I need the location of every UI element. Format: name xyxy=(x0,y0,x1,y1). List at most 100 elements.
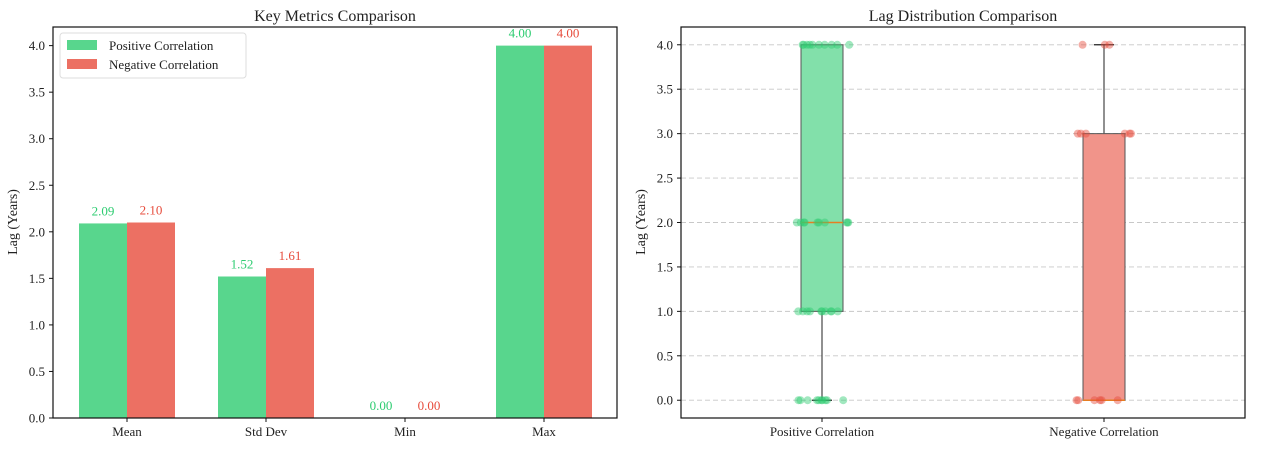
chart-title: Lag Distribution Comparison xyxy=(869,8,1057,25)
y-ticks: 0.0 0.5 1.0 1.5 2.0 2.5 3.0 3.5 4.0 xyxy=(29,38,53,426)
data-point xyxy=(1105,40,1114,49)
data-point xyxy=(1100,40,1109,49)
bar xyxy=(127,222,175,418)
data-point xyxy=(821,307,830,316)
data-point xyxy=(839,396,848,405)
data-point xyxy=(817,307,826,316)
data-point xyxy=(842,218,851,227)
data-point xyxy=(792,218,801,227)
data-point xyxy=(844,218,853,227)
data-point xyxy=(1072,396,1081,405)
data-point xyxy=(817,396,826,405)
legend-label-positive: Positive Correlation xyxy=(109,38,214,53)
y-ticks: 0.0 0.5 1.0 1.5 2.0 2.5 3.0 3.5 4.0 xyxy=(657,37,681,408)
bar-value-label: 1.52 xyxy=(231,256,254,271)
data-point xyxy=(833,40,842,49)
data-point xyxy=(827,307,836,316)
data-point xyxy=(1097,396,1106,405)
y-tick-label: 0.5 xyxy=(29,364,45,379)
data-point xyxy=(1120,129,1129,138)
x-tick-label: Negative Correlation xyxy=(1049,424,1159,439)
data-point xyxy=(1095,396,1104,405)
bar-value-label: 4.00 xyxy=(509,26,532,41)
y-tick-label: 1.5 xyxy=(657,259,673,274)
legend-swatch-negative xyxy=(67,59,97,69)
data-point xyxy=(833,307,842,316)
data-point xyxy=(814,218,823,227)
y-tick-label: 2.5 xyxy=(29,178,45,193)
data-point xyxy=(817,307,826,316)
y-tick-label: 1.0 xyxy=(657,304,673,319)
bar-chart-key-metrics: Key Metrics Comparison Lag (Years) 2.09 1… xyxy=(6,8,618,439)
data-point xyxy=(1073,129,1082,138)
y-tick-label: 3.0 xyxy=(657,126,673,141)
y-tick-label: 4.0 xyxy=(657,37,673,52)
data-point xyxy=(813,218,822,227)
legend-label-negative: Negative Correlation xyxy=(109,57,219,72)
x-ticks: Positive Correlation Negative Correlation xyxy=(770,418,1159,439)
x-ticks: Mean Std Dev Min Max xyxy=(112,418,556,439)
legend: Positive Correlation Negative Correlatio… xyxy=(59,32,247,79)
box-plot-lag-distribution: Lag Distribution Comparison Lag (Years) … xyxy=(634,8,1246,439)
bar xyxy=(266,268,314,418)
y-tick-label: 0.0 xyxy=(29,411,45,426)
data-point xyxy=(798,307,807,316)
gridlines xyxy=(681,44,1245,401)
bars-group xyxy=(79,45,592,418)
bar-value-label: 2.10 xyxy=(140,203,163,218)
data-point xyxy=(845,40,854,49)
y-tick-label: 1.5 xyxy=(29,271,45,286)
x-tick-label: Max xyxy=(532,424,556,439)
bar-value-labels: 2.09 1.52 0.00 4.00 2.10 1.61 0.00 4.00 xyxy=(92,26,580,413)
bar xyxy=(496,45,544,418)
data-point xyxy=(803,40,812,49)
y-tick-label: 0.0 xyxy=(657,393,673,408)
data-point xyxy=(799,40,808,49)
data-point xyxy=(805,40,814,49)
x-tick-label: Mean xyxy=(112,424,142,439)
data-point xyxy=(803,307,812,316)
y-tick-label: 4.0 xyxy=(29,38,45,53)
data-point xyxy=(1090,396,1099,405)
data-point xyxy=(1113,396,1122,405)
data-point xyxy=(820,40,829,49)
data-point xyxy=(1076,129,1085,138)
y-tick-label: 3.5 xyxy=(29,85,45,100)
bar-value-label: 0.00 xyxy=(418,398,441,413)
data-point xyxy=(843,218,852,227)
data-point xyxy=(800,218,809,227)
plot-frame xyxy=(52,26,618,419)
data-point xyxy=(796,396,805,405)
data-point xyxy=(796,218,805,227)
data-point xyxy=(814,396,823,405)
bar-value-label: 1.61 xyxy=(279,248,302,263)
points-group xyxy=(792,40,1135,405)
data-point xyxy=(826,307,835,316)
y-tick-label: 2.0 xyxy=(657,215,673,230)
data-point xyxy=(1081,129,1090,138)
y-axis-label: Lag (Years) xyxy=(634,189,649,255)
y-tick-label: 2.5 xyxy=(657,171,673,186)
data-point xyxy=(798,40,807,49)
chart-title: Key Metrics Comparison xyxy=(254,8,416,25)
data-point xyxy=(820,218,829,227)
bar-value-label: 0.00 xyxy=(370,398,393,413)
data-point xyxy=(805,307,814,316)
legend-frame xyxy=(59,32,247,79)
data-point xyxy=(818,396,827,405)
data-point xyxy=(1125,129,1134,138)
data-point xyxy=(823,396,832,405)
y-tick-label: 0.5 xyxy=(657,348,673,363)
data-point xyxy=(794,396,803,405)
bar xyxy=(218,276,266,418)
y-tick-label: 3.5 xyxy=(657,82,673,97)
data-point xyxy=(1078,40,1087,49)
y-tick-label: 1.0 xyxy=(29,317,45,332)
data-point xyxy=(1074,396,1083,405)
boxes-group xyxy=(800,44,1126,401)
legend-swatch-positive xyxy=(67,40,97,50)
data-point xyxy=(814,40,823,49)
y-tick-label: 3.0 xyxy=(29,131,45,146)
x-tick-label: Positive Correlation xyxy=(770,424,875,439)
bar-value-label: 2.09 xyxy=(92,203,115,218)
